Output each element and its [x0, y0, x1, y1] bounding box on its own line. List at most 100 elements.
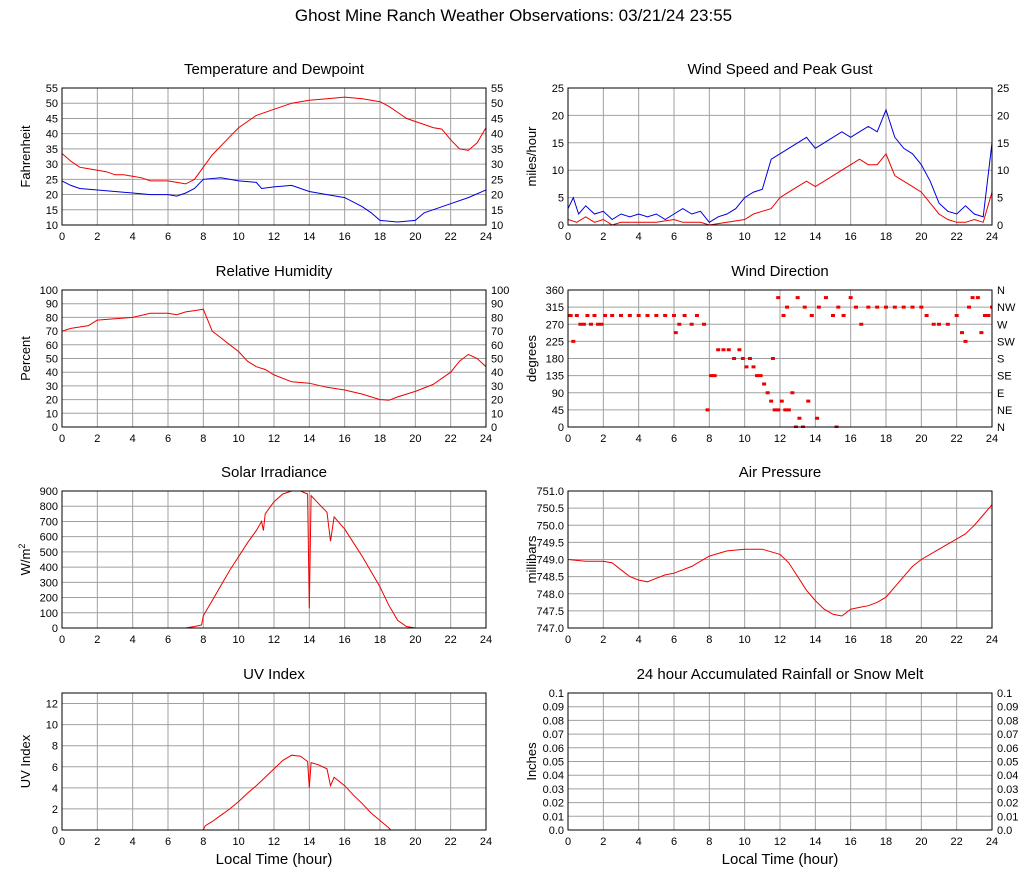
- data-point: [673, 331, 678, 335]
- y-right-tick-label: SE: [997, 371, 1012, 383]
- x-tick-label: 22: [445, 836, 457, 848]
- x-tick-label: 22: [951, 634, 963, 646]
- y-tick-label: 40: [46, 367, 58, 379]
- y-tick-label: 10: [46, 220, 58, 232]
- data-point: [919, 305, 924, 309]
- data-point: [755, 374, 760, 378]
- x-tick-label: 2: [94, 231, 100, 243]
- x-tick-label: 18: [880, 634, 892, 646]
- x-tick-label: 8: [706, 634, 712, 646]
- y-tick-label: 10: [46, 720, 58, 732]
- y-tick-label: 0.0: [549, 825, 564, 837]
- y-right-tick-label: 0.01: [997, 811, 1018, 823]
- data-point: [815, 416, 820, 420]
- x-tick-label: 8: [200, 433, 206, 445]
- y-tick-label: 4: [52, 783, 58, 795]
- data-point: [682, 313, 687, 317]
- data-point: [866, 305, 871, 309]
- x-tick-label: 6: [165, 634, 171, 646]
- data-point: [694, 313, 699, 317]
- y-right-tick-label: 0.0: [997, 825, 1012, 837]
- y-tick-label: 10: [46, 408, 58, 420]
- data-point: [744, 365, 749, 369]
- x-tick-label: 2: [600, 231, 606, 243]
- data-point: [574, 313, 579, 317]
- x-tick-label: 22: [445, 231, 457, 243]
- y-tick-label: 135: [546, 371, 564, 383]
- data-point: [677, 322, 682, 326]
- x-tick-label: 14: [303, 231, 315, 243]
- y-tick-label: 0.04: [543, 770, 564, 782]
- data-point: [705, 408, 710, 412]
- plot-frame: [61, 490, 487, 629]
- y-tick-label: 2: [52, 804, 58, 816]
- y-right-tick-label: 25: [997, 83, 1009, 95]
- x-tick-label: 22: [445, 433, 457, 445]
- x-tick-label: 4: [130, 433, 136, 445]
- x-tick-label: 4: [130, 634, 136, 646]
- x-tick-label: 20: [409, 836, 421, 848]
- y-tick-label: 5: [558, 193, 564, 205]
- x-tick-label: 14: [303, 836, 315, 848]
- x-tick-label: 4: [130, 231, 136, 243]
- y-axis-label: degrees: [524, 335, 539, 382]
- x-tick-label: 20: [915, 836, 927, 848]
- y-tick-label: 0.02: [543, 798, 564, 810]
- data-point: [783, 408, 788, 412]
- y-right-tick-label: 5: [997, 193, 1003, 205]
- x-tick-label: 8: [706, 433, 712, 445]
- y-right-tick-label: 60: [491, 340, 503, 352]
- data-point: [910, 305, 915, 309]
- x-tick-label: 10: [739, 634, 751, 646]
- plot-frame: [61, 692, 487, 831]
- chart-title: Wind Direction: [731, 263, 829, 280]
- data-point: [571, 339, 576, 343]
- data-point: [790, 391, 795, 395]
- y-tick-label: 70: [46, 326, 58, 338]
- y-tick-label: 0.05: [543, 757, 564, 769]
- y-tick-label: 270: [546, 319, 564, 331]
- data-point: [588, 322, 593, 326]
- y-tick-label: 0.07: [543, 729, 564, 741]
- y-right-tick-label: 100: [491, 285, 509, 297]
- x-tick-label: 24: [986, 634, 998, 646]
- x-tick-label: 22: [951, 836, 963, 848]
- data-point: [762, 382, 767, 386]
- y-right-tick-label: 40: [491, 129, 503, 141]
- y-tick-label: 90: [552, 388, 564, 400]
- data-point: [702, 322, 707, 326]
- y-right-tick-label: 0.02: [997, 798, 1018, 810]
- x-tick-label: 22: [951, 231, 963, 243]
- data-point: [781, 313, 786, 317]
- data-point: [627, 313, 632, 317]
- x-tick-label: 14: [809, 634, 821, 646]
- chart-title: Wind Speed and Peak Gust: [687, 61, 873, 78]
- x-tick-label: 20: [409, 634, 421, 646]
- series-line-blue: [568, 108, 992, 223]
- x-tick-label: 8: [200, 836, 206, 848]
- x-tick-label: 10: [739, 836, 751, 848]
- y-tick-label: 30: [46, 381, 58, 393]
- y-axis-label: W/m2: [17, 544, 33, 576]
- y-tick-label: 0.1: [549, 688, 564, 700]
- y-right-tick-label: 55: [491, 83, 503, 95]
- x-tick-label: 22: [445, 634, 457, 646]
- y-right-tick-label: 0: [491, 422, 497, 434]
- data-point: [853, 305, 858, 309]
- data-point: [875, 305, 880, 309]
- x-tick-label: 16: [339, 231, 351, 243]
- x-tick-label: 20: [409, 433, 421, 445]
- data-point: [636, 313, 641, 317]
- y-tick-label: 55: [46, 83, 58, 95]
- x-tick-label: 24: [986, 433, 998, 445]
- y-right-tick-label: 30: [491, 159, 503, 171]
- data-point: [967, 305, 972, 309]
- y-tick-label: 60: [46, 340, 58, 352]
- data-point: [610, 313, 615, 317]
- x-tick-label: 16: [845, 836, 857, 848]
- y-tick-label: 748.5: [536, 572, 564, 584]
- plot-frame: [567, 490, 993, 629]
- y-right-tick-label: S: [997, 354, 1004, 366]
- x-tick-label: 22: [951, 433, 963, 445]
